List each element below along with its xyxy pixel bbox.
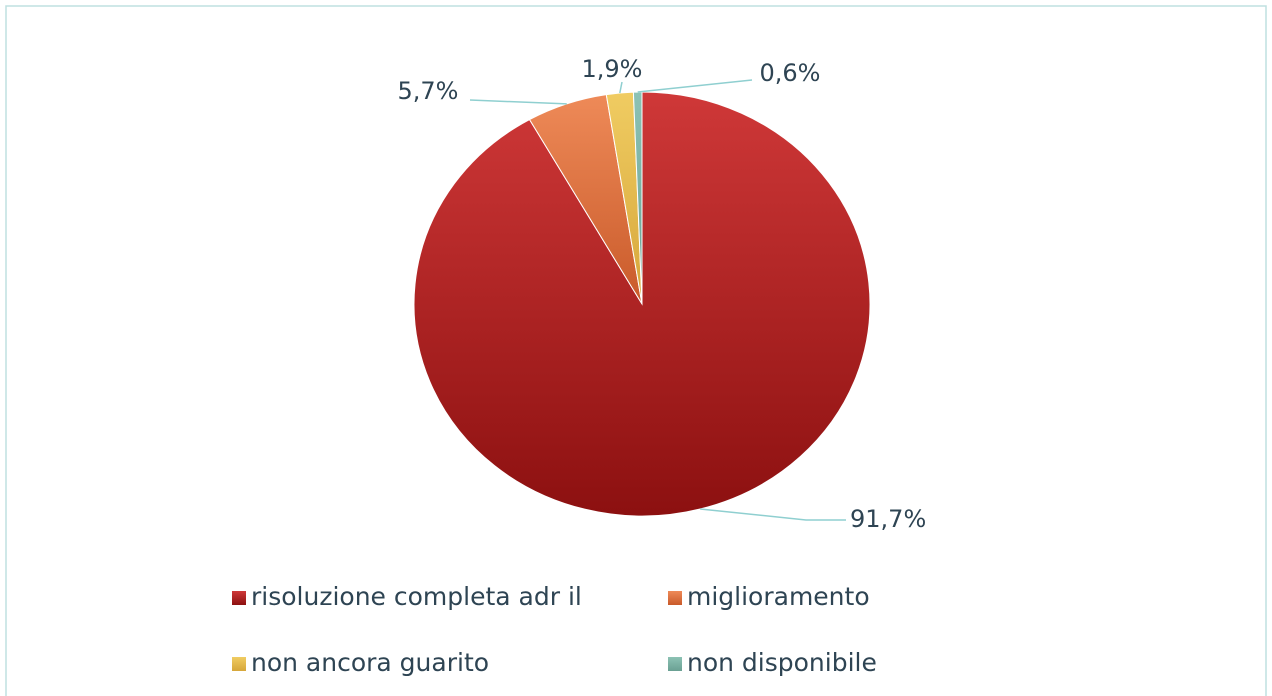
legend-text: non disponibile bbox=[687, 648, 877, 677]
chart-border bbox=[5, 5, 1267, 696]
legend-text: non ancora guarito bbox=[251, 648, 489, 677]
leader-line bbox=[637, 79, 753, 93]
legend-swatch bbox=[668, 591, 682, 605]
leader-line bbox=[700, 508, 846, 521]
data-label: 5,7% bbox=[398, 77, 459, 105]
data-label: 1,9% bbox=[582, 55, 643, 83]
legend-swatch bbox=[668, 657, 682, 671]
legend-swatch bbox=[232, 657, 246, 671]
data-label: 0,6% bbox=[760, 59, 821, 87]
leader-line bbox=[619, 81, 623, 94]
leader-line bbox=[469, 99, 567, 105]
data-label: 91,7% bbox=[850, 505, 926, 533]
legend-text: miglioramento bbox=[687, 582, 870, 611]
legend-text: risoluzione completa adr il bbox=[251, 582, 582, 611]
legend-swatch bbox=[232, 591, 246, 605]
